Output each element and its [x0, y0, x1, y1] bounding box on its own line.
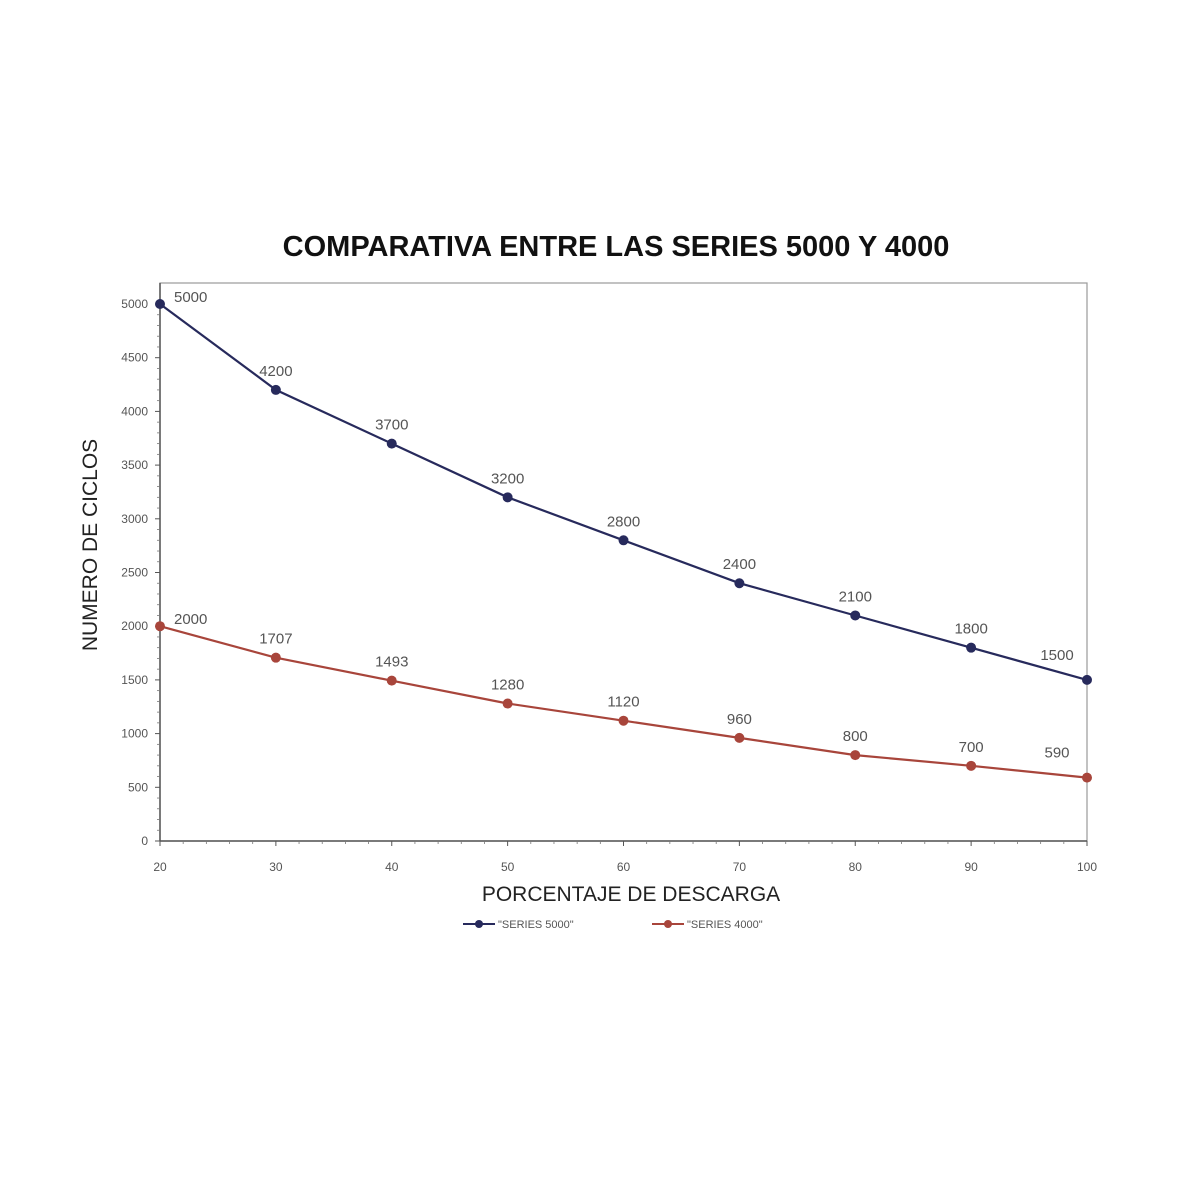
- x-tick-label: 100: [1077, 860, 1097, 874]
- data-label: 1120: [607, 694, 639, 711]
- legend-marker: [664, 920, 672, 928]
- legend-label: "SERIES 5000": [498, 919, 574, 931]
- chart-title: COMPARATIVA ENTRE LAS SERIES 5000 Y 4000: [283, 231, 950, 263]
- data-label: 1280: [491, 677, 524, 694]
- data-point: [966, 642, 977, 653]
- data-label: 2000: [174, 611, 207, 628]
- y-tick-label: 4500: [121, 351, 148, 365]
- y-tick-label: 3000: [121, 512, 148, 526]
- data-label: 3200: [491, 470, 524, 487]
- data-label: 2400: [723, 556, 756, 573]
- data-label: 3700: [375, 417, 408, 434]
- data-point: [850, 750, 861, 761]
- x-axis-title: PORCENTAJE DE DESCARGA: [482, 883, 780, 906]
- data-label: 700: [959, 739, 984, 756]
- series-line: [159, 303, 1088, 681]
- y-tick-label: 1500: [121, 673, 148, 687]
- y-tick-label: 2500: [121, 566, 148, 580]
- data-point: [502, 492, 513, 503]
- x-tick-label: 70: [733, 860, 747, 874]
- y-tick-label: 500: [128, 780, 148, 794]
- x-tick-label: 80: [849, 860, 863, 874]
- x-tick-label: 20: [153, 860, 167, 874]
- series-1: [155, 299, 1092, 685]
- data-label: 2800: [607, 513, 640, 530]
- legend-item-2: "SERIES 4000": [652, 919, 763, 931]
- data-label: 2100: [839, 588, 872, 605]
- data-point: [270, 384, 281, 395]
- data-label: 960: [727, 711, 752, 728]
- legend-label: "SERIES 4000": [687, 919, 763, 931]
- x-tick-label: 60: [617, 860, 631, 874]
- y-tick-label: 3500: [121, 458, 148, 472]
- x-tick-label: 40: [385, 860, 399, 874]
- legend-marker: [475, 920, 483, 928]
- data-point: [155, 621, 165, 632]
- series-2: [155, 621, 1092, 783]
- data-point: [1082, 674, 1092, 685]
- data-point: [386, 438, 397, 449]
- y-tick-label: 2000: [121, 619, 148, 633]
- x-axis-ticks: 20 30 40 50 60 70 80 90 100: [153, 841, 1097, 874]
- data-point: [850, 610, 861, 621]
- y-tick-label: 1000: [121, 727, 148, 741]
- data-label: 1707: [259, 631, 292, 648]
- y-tick-label: 5000: [121, 297, 148, 311]
- data-label: 800: [843, 728, 868, 745]
- y-tick-label: 4000: [121, 404, 148, 418]
- legend: "SERIES 5000" "SERIES 4000": [463, 919, 763, 931]
- data-label: 1500: [1040, 647, 1073, 664]
- x-tick-label: 50: [501, 860, 515, 874]
- data-point: [502, 698, 513, 709]
- series-layer: [155, 299, 1092, 783]
- y-axis-title: NUMERO DE CICLOS: [79, 439, 102, 651]
- data-labels-layer: 5000 4200 3700 3200 2800 2400 2100 1800 1500 2000…: [174, 289, 1074, 762]
- data-label: 1800: [954, 621, 987, 638]
- y-axis-ticks: 0 500 1000 1500 2000 2500 3000 3500 4000 4500 5000: [121, 297, 160, 848]
- data-point: [1082, 772, 1092, 783]
- data-point: [618, 535, 629, 546]
- plot-area-frame: [159, 282, 1088, 842]
- data-point: [386, 675, 397, 686]
- data-point: [155, 299, 165, 309]
- data-label: 590: [1044, 745, 1069, 762]
- x-tick-label: 90: [964, 860, 978, 874]
- data-label: 1493: [375, 654, 408, 671]
- x-tick-label: 30: [269, 860, 283, 874]
- data-point: [734, 732, 745, 743]
- y-tick-label: 0: [141, 834, 148, 848]
- data-point: [270, 652, 281, 663]
- legend-item-1: "SERIES 5000": [463, 919, 574, 931]
- data-point: [966, 760, 977, 771]
- data-label: 4200: [259, 363, 292, 380]
- data-label: 5000: [174, 289, 207, 306]
- data-point: [734, 578, 745, 589]
- data-point: [618, 715, 629, 726]
